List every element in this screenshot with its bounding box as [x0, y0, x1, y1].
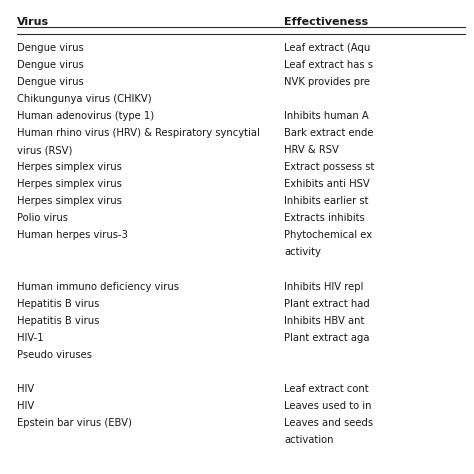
Text: Hepatitis B virus: Hepatitis B virus: [17, 299, 99, 309]
Text: Dengue virus: Dengue virus: [17, 43, 83, 53]
Text: Leaves and seeds: Leaves and seeds: [284, 418, 374, 428]
Text: Pseudo viruses: Pseudo viruses: [17, 350, 91, 360]
Text: NVK provides pre: NVK provides pre: [284, 77, 370, 87]
Text: virus (RSV): virus (RSV): [17, 145, 72, 155]
Text: activation: activation: [284, 435, 334, 445]
Text: Herpes simplex virus: Herpes simplex virus: [17, 196, 121, 206]
Text: Human herpes virus-3: Human herpes virus-3: [17, 230, 128, 240]
Text: Exhibits anti HSV: Exhibits anti HSV: [284, 179, 370, 189]
Text: Herpes simplex virus: Herpes simplex virus: [17, 162, 121, 172]
Text: Virus: Virus: [17, 17, 49, 27]
Text: Human immuno deficiency virus: Human immuno deficiency virus: [17, 282, 179, 292]
Text: Inhibits HBV ant: Inhibits HBV ant: [284, 316, 365, 326]
Text: Hepatitis B virus: Hepatitis B virus: [17, 316, 99, 326]
Text: HIV: HIV: [17, 384, 34, 394]
Text: Bark extract ende: Bark extract ende: [284, 128, 374, 138]
Text: Effectiveness: Effectiveness: [284, 17, 368, 27]
Text: Inhibits human A: Inhibits human A: [284, 111, 369, 121]
Text: Extract possess st: Extract possess st: [284, 162, 375, 172]
Text: HIV-1: HIV-1: [17, 333, 43, 343]
Text: Polio virus: Polio virus: [17, 213, 68, 223]
Text: Leaves used to in: Leaves used to in: [284, 401, 372, 411]
Text: Leaf extract cont: Leaf extract cont: [284, 384, 369, 394]
Text: Epstein bar virus (EBV): Epstein bar virus (EBV): [17, 418, 131, 428]
Text: Plant extract aga: Plant extract aga: [284, 333, 370, 343]
Text: Leaf extract (Aqu: Leaf extract (Aqu: [284, 43, 371, 53]
Text: Inhibits HIV repl: Inhibits HIV repl: [284, 282, 364, 292]
Text: HRV & RSV: HRV & RSV: [284, 145, 339, 155]
Text: activity: activity: [284, 247, 321, 257]
Text: Dengue virus: Dengue virus: [17, 77, 83, 87]
Text: Human rhino virus (HRV) & Respiratory syncytial: Human rhino virus (HRV) & Respiratory sy…: [17, 128, 259, 138]
Text: Chikungunya virus (CHIKV): Chikungunya virus (CHIKV): [17, 94, 151, 104]
Text: Leaf extract has s: Leaf extract has s: [284, 60, 374, 70]
Text: Phytochemical ex: Phytochemical ex: [284, 230, 373, 240]
Text: Herpes simplex virus: Herpes simplex virus: [17, 179, 121, 189]
Text: Inhibits earlier st: Inhibits earlier st: [284, 196, 369, 206]
Text: Extracts inhibits: Extracts inhibits: [284, 213, 365, 223]
Text: Human adenovirus (type 1): Human adenovirus (type 1): [17, 111, 154, 121]
Text: Dengue virus: Dengue virus: [17, 60, 83, 70]
Text: HIV: HIV: [17, 401, 34, 411]
Text: Plant extract had: Plant extract had: [284, 299, 370, 309]
